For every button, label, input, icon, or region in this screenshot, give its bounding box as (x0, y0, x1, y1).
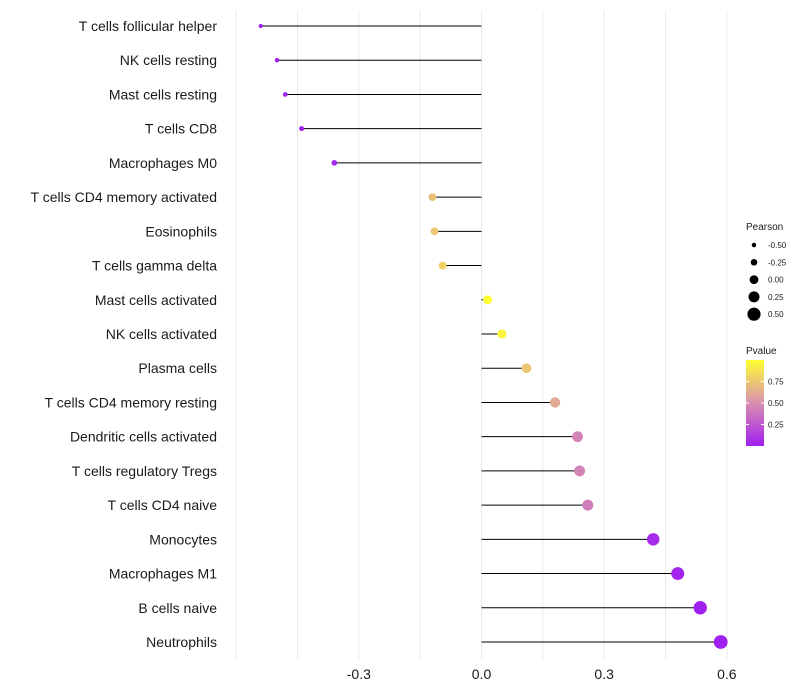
legend-pearson-title: Pearson (746, 222, 783, 233)
category-label: Dendritic cells activated (70, 429, 217, 445)
legend-size-key (751, 242, 757, 248)
category-label: Neutrophils (146, 634, 217, 650)
colorbar-label: 0.50 (768, 399, 784, 408)
category-label: T cells regulatory Tregs (72, 463, 217, 479)
legend-size-key (750, 258, 758, 266)
category-label: T cells gamma delta (92, 258, 217, 274)
category-label: Macrophages M0 (109, 155, 217, 171)
point-8 (483, 295, 493, 305)
grid-lines (235, 10, 728, 660)
category-label: NK cells activated (106, 326, 217, 342)
category-label: Mast cells resting (109, 86, 217, 102)
x-tick-label: 0.6 (717, 666, 737, 682)
category-label: B cells naive (138, 600, 217, 616)
point-14 (582, 499, 594, 511)
legend-size-key (747, 307, 761, 321)
point-16 (671, 567, 685, 581)
category-label: NK cells resting (120, 52, 217, 68)
category-label: Plasma cells (138, 360, 217, 376)
point-5 (428, 193, 437, 201)
x-tick-label: -0.3 (347, 666, 371, 682)
category-label: Macrophages M1 (109, 566, 217, 582)
category-label: T cells CD4 memory activated (31, 189, 217, 205)
category-label: T cells CD4 memory resting (45, 394, 217, 410)
point-6 (430, 227, 439, 236)
legend-size-key (748, 291, 760, 303)
category-label: Eosinophils (145, 223, 217, 239)
point-7 (438, 261, 447, 270)
category-label: T cells CD8 (145, 121, 217, 137)
legend-size-label: -0.25 (768, 258, 787, 267)
colorbar-label: 0.25 (768, 421, 784, 430)
lollipop-points (258, 23, 728, 649)
legend-size-label: -0.50 (768, 241, 787, 250)
category-label: T cells CD4 naive (108, 497, 218, 513)
legend-size-label: 0.00 (768, 276, 784, 285)
x-tick-label: 0.3 (594, 666, 614, 682)
pvalue-colorbar (746, 360, 764, 446)
lollipop-stems (260, 25, 721, 643)
category-label: T cells follicular helper (79, 18, 218, 34)
x-tick-label: 0.0 (472, 666, 492, 682)
category-label: Mast cells activated (95, 292, 217, 308)
point-2 (282, 92, 288, 97)
category-label: Monocytes (149, 531, 217, 547)
point-18 (713, 635, 728, 649)
point-15 (647, 533, 660, 546)
point-13 (574, 465, 586, 477)
y-axis-labels: T cells follicular helper NK cells restin… (31, 18, 218, 650)
point-3 (299, 126, 305, 132)
point-12 (572, 431, 584, 443)
x-axis-tick-labels: -0.3 0.0 0.3 0.6 (347, 666, 737, 682)
legend-size-label: 0.50 (768, 310, 784, 319)
point-9 (497, 329, 507, 339)
legend-pearson: Pearson -0.50 -0.25 0.00 0.25 0.50 (746, 222, 787, 321)
point-11 (549, 397, 561, 408)
legend-pvalue-title: Pvalue (746, 346, 777, 357)
colorbar-label: 0.75 (768, 378, 784, 387)
legend-size-label: 0.25 (768, 293, 784, 302)
point-0 (258, 23, 263, 29)
legend-size-key (749, 275, 759, 284)
point-1 (274, 57, 280, 63)
point-4 (331, 160, 338, 166)
legend-pvalue: Pvalue 0.25 0.50 0.75 (746, 346, 784, 446)
point-10 (521, 363, 532, 374)
point-17 (693, 601, 707, 615)
